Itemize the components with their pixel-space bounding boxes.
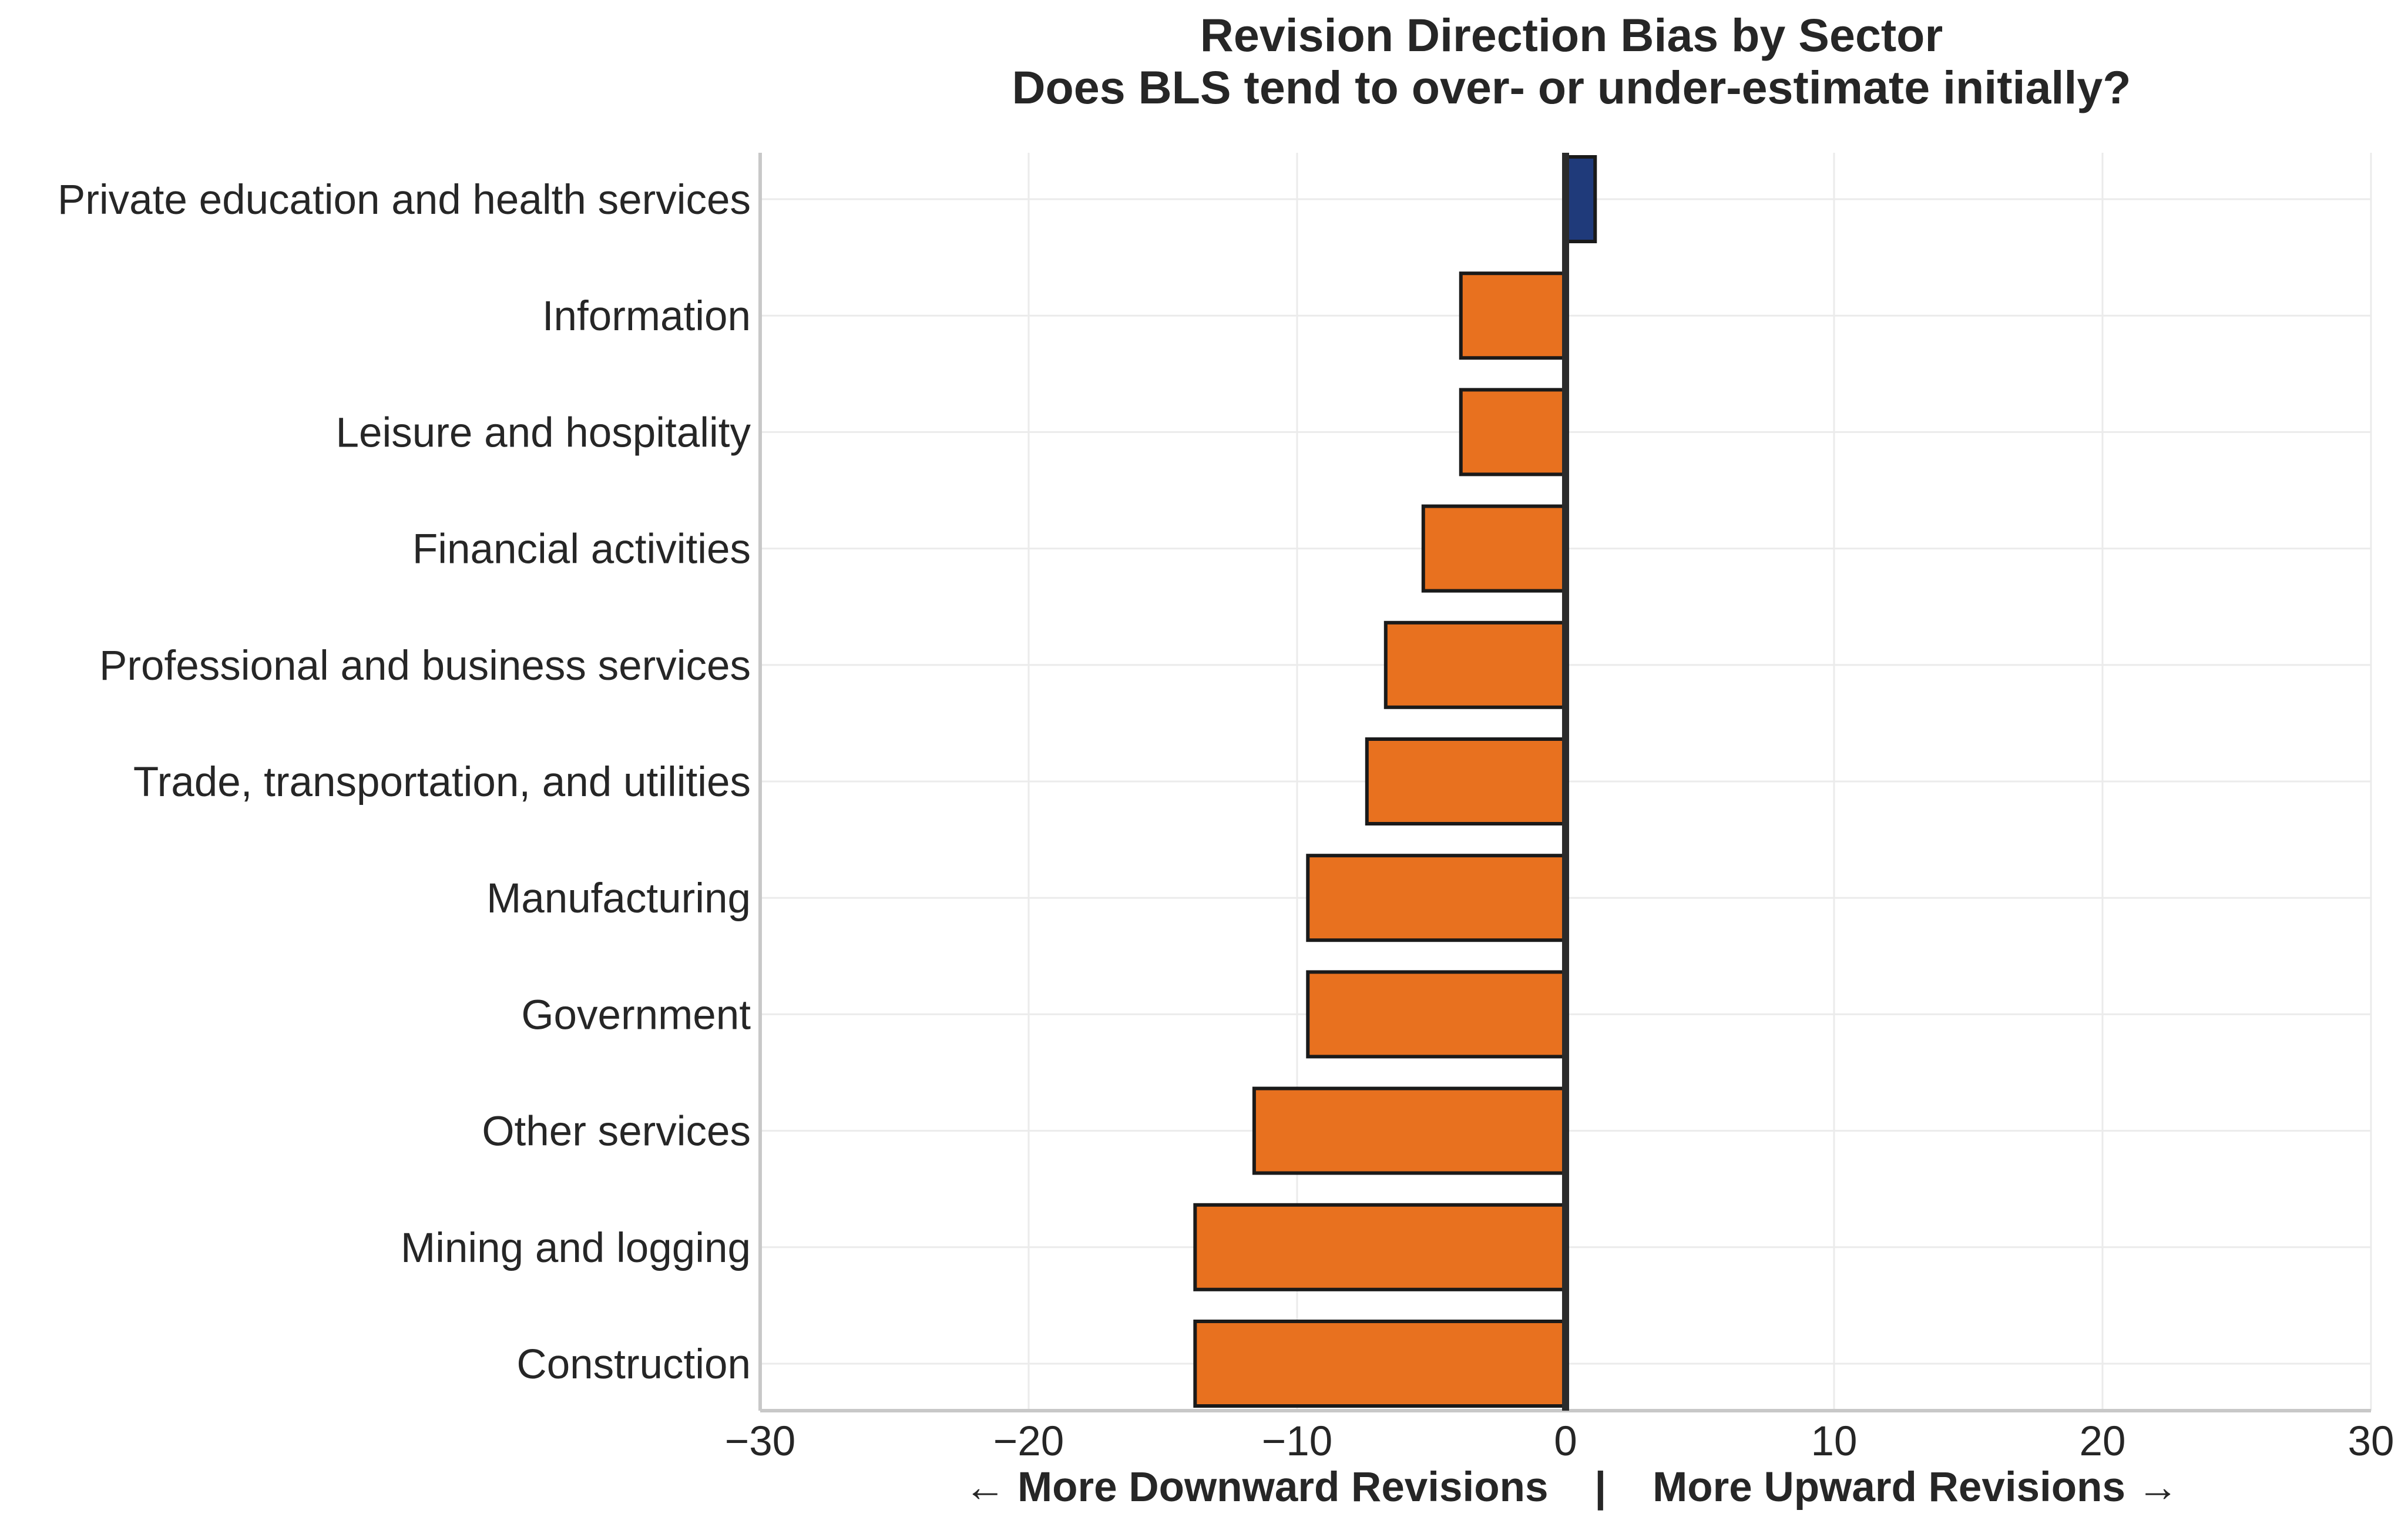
x-axis-label: ← More Downward Revisions | More Upward …: [964, 1464, 2178, 1511]
x-tick-label: 30: [2348, 1418, 2394, 1465]
x-tick-label: −10: [1262, 1418, 1332, 1465]
x-tick-label: −30: [725, 1418, 795, 1465]
category-label: Leisure and hospitality: [336, 410, 751, 456]
category-label: Private education and health services: [58, 177, 751, 223]
chart-title: Revision Direction Bias by Sector: [1200, 9, 1943, 61]
bar: [1365, 737, 1568, 825]
chart-subtitle: Does BLS tend to over- or under-estimate…: [1012, 61, 2131, 113]
bar: [1383, 620, 1568, 709]
category-labels: Private education and health services Inf…: [58, 177, 751, 1388]
x-tick-label: 10: [1811, 1418, 1858, 1465]
category-label: Construction: [516, 1341, 751, 1388]
bar: [1421, 504, 1568, 593]
category-label: Government: [521, 992, 751, 1038]
category-label: Other services: [482, 1109, 751, 1155]
category-label: Information: [542, 293, 751, 340]
x-tick-labels: −30 −20 −10 0 10 20 30: [725, 1418, 2394, 1465]
x-tick-label: −20: [993, 1418, 1064, 1465]
bar: [1564, 155, 1597, 243]
bar: [1193, 1320, 1567, 1408]
bar: [1252, 1086, 1567, 1175]
x-tick-label: 20: [2080, 1418, 2126, 1465]
axes: [758, 153, 2371, 1412]
category-label: Manufacturing: [486, 875, 751, 922]
bar: [1306, 970, 1568, 1059]
x-tick-label: 0: [1554, 1418, 1577, 1465]
bar: [1193, 1203, 1567, 1291]
bar: [1459, 388, 1568, 476]
bar: [1306, 854, 1568, 942]
category-label: Trade, transportation, and utilities: [133, 759, 751, 806]
category-label: Professional and business services: [99, 643, 751, 689]
category-label: Mining and logging: [401, 1225, 751, 1271]
category-label: Financial activities: [412, 526, 751, 573]
bars: [1193, 155, 1597, 1408]
bar: [1459, 271, 1568, 360]
